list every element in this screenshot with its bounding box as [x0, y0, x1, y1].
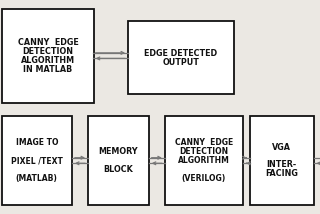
Text: IMAGE TO: IMAGE TO [16, 138, 58, 147]
Bar [2, 116, 72, 205]
Bar [165, 116, 243, 205]
Text: CANNY  EDGE: CANNY EDGE [175, 138, 233, 147]
Text: DETECTION: DETECTION [180, 147, 228, 156]
Bar [128, 21, 234, 94]
Bar [2, 9, 94, 103]
Text: IN MATLAB: IN MATLAB [23, 65, 73, 74]
Text: FACING: FACING [265, 169, 298, 178]
Text: CANNY  EDGE: CANNY EDGE [18, 38, 78, 47]
Bar [88, 116, 149, 205]
Text: VGA: VGA [272, 143, 291, 152]
Text: DETECTION: DETECTION [22, 47, 74, 56]
Text: ALGORITHM: ALGORITHM [21, 56, 75, 65]
Bar [250, 116, 314, 205]
Text: OUTPUT: OUTPUT [162, 58, 199, 67]
Text: MEMORY: MEMORY [99, 147, 138, 156]
Text: ALGORITHM: ALGORITHM [178, 156, 230, 165]
Text: BLOCK: BLOCK [104, 165, 133, 174]
Text: INTER-: INTER- [267, 160, 297, 169]
Text: PIXEL /TEXT: PIXEL /TEXT [11, 156, 63, 165]
Text: EDGE DETECTED: EDGE DETECTED [144, 49, 217, 58]
Text: (MATLAB): (MATLAB) [16, 174, 58, 183]
Text: (VERILOG): (VERILOG) [182, 174, 226, 183]
